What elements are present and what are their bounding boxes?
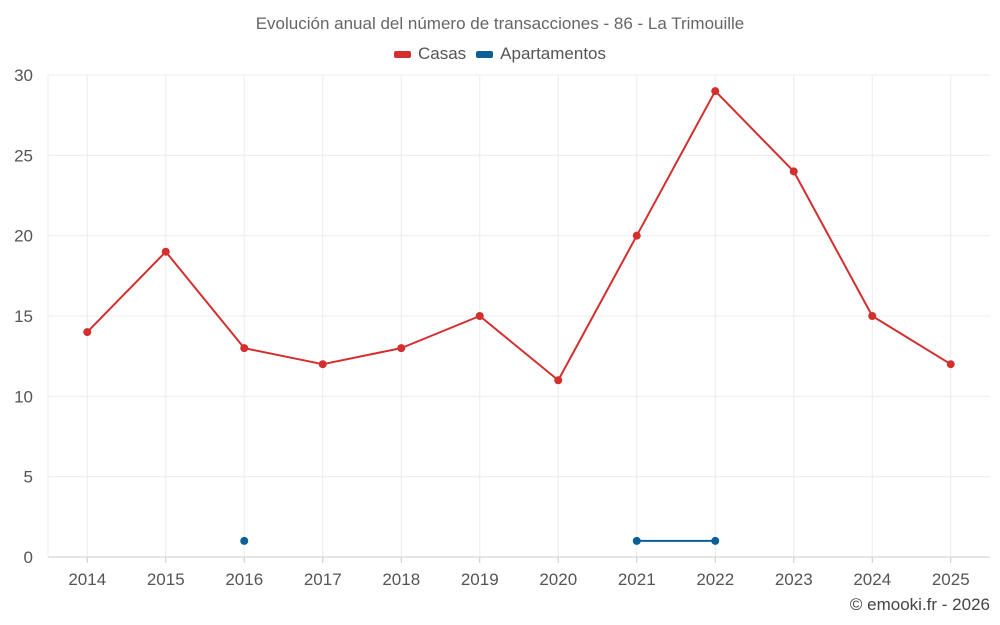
y-tick-label: 20 xyxy=(14,227,33,246)
y-tick-label: 25 xyxy=(14,146,33,165)
x-tick-label: 2014 xyxy=(68,570,106,589)
x-tick-label: 2015 xyxy=(147,570,185,589)
data-point-casas xyxy=(397,344,406,353)
x-tick-label: 2024 xyxy=(853,570,891,589)
data-point-casas xyxy=(83,328,92,337)
x-tick-label: 2021 xyxy=(618,570,656,589)
data-point-casas xyxy=(318,360,327,369)
y-tick-label: 0 xyxy=(24,548,33,567)
y-tick-label: 5 xyxy=(24,468,33,487)
credit-text: © emooki.fr - 2026 xyxy=(849,595,990,614)
series-line-casas xyxy=(86,90,952,382)
legend-item-casas[interactable]: Casas xyxy=(393,44,467,64)
legend-swatch-apartamentos xyxy=(476,50,494,58)
y-tick-label: 10 xyxy=(14,387,33,406)
y-tick-label: 15 xyxy=(14,307,33,326)
x-tick-label: 2017 xyxy=(304,570,342,589)
legend-label-apartamentos: Apartamentos xyxy=(500,44,607,63)
chart-title: Evolución anual del número de transaccio… xyxy=(255,14,745,33)
legend: Casas Apartamentos xyxy=(0,44,1000,64)
data-point-casas xyxy=(946,360,955,369)
legend-swatch-casas xyxy=(393,50,411,58)
y-tick-label: 30 xyxy=(14,66,33,85)
data-point-apartamentos xyxy=(240,536,249,545)
data-point-casas xyxy=(475,312,484,320)
data-point-casas xyxy=(711,87,720,96)
legend-label-casas: Casas xyxy=(417,44,467,63)
x-tick-label: 2018 xyxy=(382,570,420,589)
data-point-casas xyxy=(632,231,641,240)
x-tick-label: 2025 xyxy=(932,570,970,589)
data-point-casas xyxy=(868,312,877,320)
x-tick-label: 2022 xyxy=(696,570,734,589)
x-tick-label: 2020 xyxy=(539,570,577,589)
data-point-casas xyxy=(240,344,249,353)
legend-item-apartamentos[interactable]: Apartamentos xyxy=(476,44,606,64)
data-point-apartamentos xyxy=(632,536,641,545)
x-tick-label: 2019 xyxy=(461,570,499,589)
data-point-casas xyxy=(554,376,563,385)
x-tick-label: 2023 xyxy=(775,570,813,589)
x-tick-label: 2016 xyxy=(225,570,263,589)
data-point-apartamentos xyxy=(711,536,720,545)
data-point-casas xyxy=(161,247,170,256)
data-point-casas xyxy=(789,167,798,176)
